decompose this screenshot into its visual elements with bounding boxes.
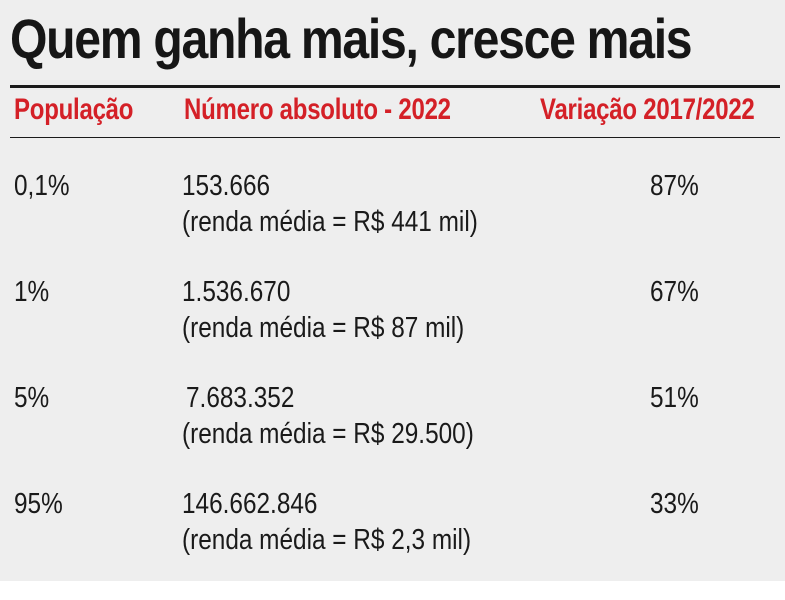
row-variacao: 51% (650, 382, 699, 414)
row-populacao: 0,1% (14, 170, 70, 202)
row-variacao: 87% (650, 170, 699, 202)
row-variacao: 33% (650, 488, 699, 520)
row-variacao: 67% (650, 276, 699, 308)
column-header-populacao: População (14, 93, 134, 126)
row-populacao: 5% (14, 382, 50, 414)
row-populacao: 95% (14, 488, 63, 520)
row-numero-absoluto: 1.536.670 (182, 276, 291, 308)
row-numero-absoluto: 7.683.352 (186, 382, 295, 414)
header-top-rule (10, 85, 780, 88)
table-row: 5% 7.683.352 (renda média = R$ 29.500) 5… (0, 378, 785, 478)
infographic-panel: Quem ganha mais, cresce mais População N… (0, 0, 785, 581)
row-numero-absoluto: 146.662.846 (182, 488, 318, 520)
table-row: 95% 146.662.846 (renda média = R$ 2,3 mi… (0, 484, 785, 584)
table-row: 1% 1.536.670 (renda média = R$ 87 mil) 6… (0, 272, 785, 372)
row-renda-media: (renda média = R$ 87 mil) (182, 312, 465, 344)
header-bottom-rule (10, 137, 780, 138)
column-header-numero-absoluto: Número absoluto - 2022 (184, 93, 451, 126)
row-renda-media: (renda média = R$ 441 mil) (182, 206, 478, 238)
infographic-title: Quem ganha mais, cresce mais (10, 7, 693, 70)
row-renda-media: (renda média = R$ 29.500) (182, 418, 474, 450)
row-numero-absoluto: 153.666 (182, 170, 271, 202)
column-header-variacao: Variação 2017/2022 (540, 93, 755, 126)
table-row: 0,1% 153.666 (renda média = R$ 441 mil) … (0, 166, 785, 266)
row-populacao: 1% (14, 276, 50, 308)
row-renda-media: (renda média = R$ 2,3 mil) (182, 524, 472, 556)
